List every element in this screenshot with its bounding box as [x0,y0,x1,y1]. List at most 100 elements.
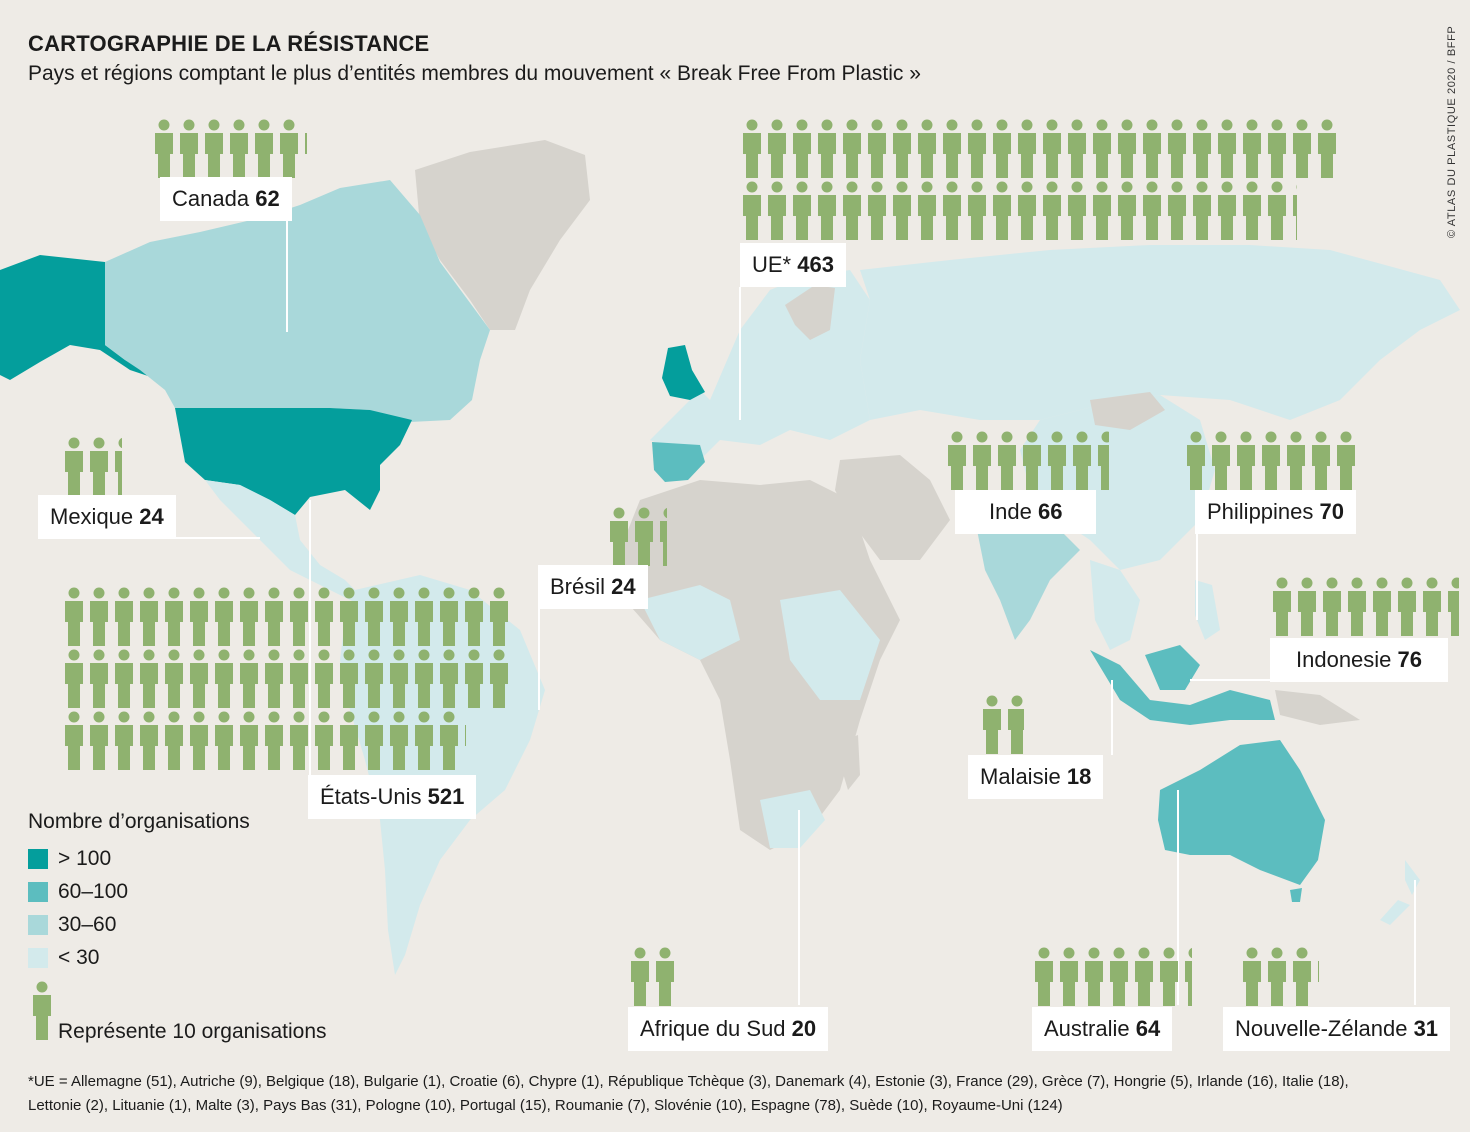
person-icon [462,710,466,770]
person-icon [187,648,211,708]
label-philippines-name: Philippines [1207,499,1314,524]
person-icon [990,118,1014,178]
person-icon [1015,118,1039,178]
person-icon [1140,180,1164,240]
label-canada: Canada 62 [160,177,292,221]
people-bresil [607,506,682,568]
middle-east [835,455,950,560]
person-icon [1107,946,1131,1006]
person-icon [62,436,86,496]
person-icon [312,710,336,770]
person-icon [187,586,211,646]
label-afrique-du-sud-value: 20 [791,1016,817,1041]
russia [860,245,1460,420]
label-indonesie: Indonesie 76 [1270,638,1449,682]
label-nouvelle-zelande-name: Nouvelle-Zélande [1235,1016,1408,1041]
person-icon [62,648,86,708]
person-icon [1065,118,1089,178]
person-icon [287,586,311,646]
label-philippines-value: 70 [1319,499,1345,524]
tasmania [1290,888,1302,902]
label-nouvelle-zelande: Nouvelle-Zélande 31 [1223,1007,1451,1051]
person-icon [1140,118,1164,178]
south-africa [760,790,825,848]
person-icon [262,710,286,770]
person-icon [1182,946,1192,1006]
label-malaisie-value: 18 [1066,764,1092,789]
label-ue: UE* 463 [740,243,846,287]
person-icon [965,118,989,178]
person-icon [212,586,236,646]
person-icon [237,648,261,708]
map-title: CARTOGRAPHIE DE LA RÉSISTANCE [28,31,430,56]
canada [105,180,490,422]
person-icon [337,648,361,708]
person-icon [387,710,411,770]
person-icon [1115,180,1139,240]
person-icon [1234,430,1258,490]
person-icon [412,648,436,708]
legend-person-label: Représente 10 organisations [58,1020,327,1043]
person-icon [1190,180,1214,240]
person-icon [162,710,186,770]
person-icon [137,648,161,708]
person-icon [1005,694,1024,754]
person-icon [1045,430,1069,490]
people-philippines [1184,430,1384,492]
person-icon [462,586,486,646]
person-icon [1345,576,1369,636]
person-icon [632,506,656,566]
australia [1158,740,1325,885]
person-icon [137,586,161,646]
person-icon [437,710,461,770]
person-icon [790,180,814,240]
new-zealand [1380,860,1420,925]
label-ue-value: 463 [797,252,834,277]
mexico [205,480,365,600]
label-ue-name: UE* [752,252,792,277]
person-icon [1259,430,1283,490]
people-indonesie [1270,576,1470,638]
greenland [415,140,590,330]
person-icon [1420,576,1444,636]
person-icon [337,586,361,646]
person-icon [177,118,201,178]
person-icon [995,430,1019,490]
person-icon [940,180,964,240]
uk [662,345,705,400]
person-icon [607,506,631,566]
person-icon [1040,118,1064,178]
person-icon [362,586,386,646]
person-icon [1190,118,1214,178]
africa [620,480,900,850]
label-malaisie: Malaisie 18 [968,755,1104,799]
person-icon [1215,118,1239,178]
person-icon [1309,430,1333,490]
person-icon [1115,118,1139,178]
person-icon [1015,180,1039,240]
person-icon [840,118,864,178]
label-mexique-value: 24 [139,504,164,529]
mongolia [1090,392,1165,430]
person-icon [437,648,461,708]
people-canada [152,118,327,180]
legend-item: > 100 [28,842,250,875]
person-icon [1157,946,1181,1006]
person-icon [765,118,789,178]
label-usa-name: États-Unis [320,784,422,809]
scandinavia [785,285,835,340]
map-subtitle: Pays et régions comptant le plus d’entit… [28,62,921,85]
person-icon [437,586,461,646]
person-icon [1057,946,1081,1006]
person-icon [1265,118,1289,178]
person-icon [387,648,411,708]
label-australie-value: 64 [1135,1016,1161,1041]
person-icon [1240,180,1264,240]
person-icon [653,946,677,1006]
person-icon [227,118,251,178]
person-icon [262,648,286,708]
person-icon [1445,576,1459,636]
person-icon [1090,118,1114,178]
people-usa [62,586,512,772]
person-icon [840,180,864,240]
